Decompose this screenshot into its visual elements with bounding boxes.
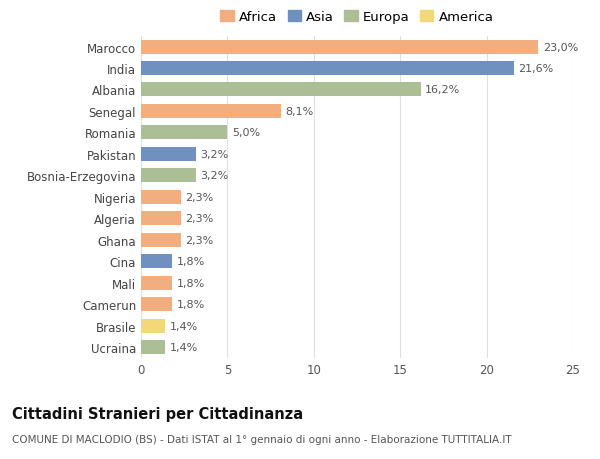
Text: 2,3%: 2,3% [185, 214, 214, 224]
Text: 5,0%: 5,0% [232, 128, 260, 138]
Bar [141, 340, 165, 354]
Bar [141, 190, 181, 204]
Text: Cittadini Stranieri per Cittadinanza: Cittadini Stranieri per Cittadinanza [12, 406, 303, 421]
Bar [141, 297, 172, 311]
Text: 3,2%: 3,2% [200, 171, 229, 181]
Text: 1,4%: 1,4% [170, 342, 198, 353]
Bar [141, 105, 281, 118]
Bar [141, 126, 227, 140]
Text: 23,0%: 23,0% [543, 42, 578, 52]
Bar [141, 169, 196, 183]
Bar [141, 40, 538, 54]
Bar [141, 319, 165, 333]
Legend: Africa, Asia, Europa, America: Africa, Asia, Europa, America [220, 11, 494, 24]
Text: 1,4%: 1,4% [170, 321, 198, 331]
Text: 3,2%: 3,2% [200, 150, 229, 160]
Bar [141, 276, 172, 290]
Bar [141, 255, 172, 269]
Bar [141, 233, 181, 247]
Bar [141, 147, 196, 162]
Bar [141, 212, 181, 226]
Text: 8,1%: 8,1% [285, 106, 314, 117]
Text: 21,6%: 21,6% [518, 64, 554, 74]
Text: 16,2%: 16,2% [425, 85, 461, 95]
Text: 2,3%: 2,3% [185, 192, 214, 202]
Bar [141, 84, 421, 97]
Text: 2,3%: 2,3% [185, 235, 214, 245]
Text: 1,8%: 1,8% [176, 278, 205, 288]
Text: COMUNE DI MACLODIO (BS) - Dati ISTAT al 1° gennaio di ogni anno - Elaborazione T: COMUNE DI MACLODIO (BS) - Dati ISTAT al … [12, 434, 512, 444]
Text: 1,8%: 1,8% [176, 257, 205, 267]
Bar [141, 62, 514, 76]
Text: 1,8%: 1,8% [176, 299, 205, 309]
